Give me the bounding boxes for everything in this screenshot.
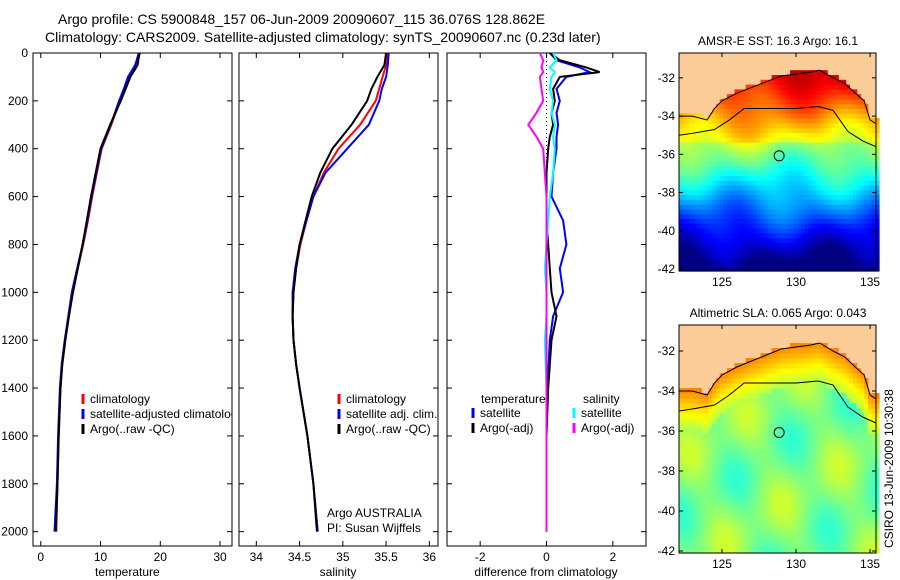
legend-label: satellite adj. clim.: [346, 407, 437, 421]
x-tick-label: 35: [336, 550, 350, 564]
x-tick-label: 10: [94, 550, 108, 564]
figure-title-line1: Argo profile: CS 5900848_157 06-Jun-2009…: [58, 11, 545, 27]
coastline: [679, 342, 877, 400]
lat-tick-label: -38: [658, 186, 676, 200]
series-line-temperature-argo-adj-: [545, 52, 600, 532]
legend-label: satellite-adjusted climatology: [90, 407, 243, 421]
figure-title-line2: Climatology: CARS2009. Satellite-adjuste…: [45, 29, 601, 45]
legend-label: climatology: [346, 392, 406, 406]
lat-tick-label: -38: [658, 464, 676, 478]
plot-frame: [238, 52, 439, 547]
lat-tick-label: -34: [658, 109, 676, 123]
lat-tick-label: -34: [658, 384, 676, 398]
lat-tick-label: -36: [658, 147, 676, 161]
legend-sal-argo-label: Argo(-adj): [581, 421, 634, 435]
x-tick-label: 34: [250, 550, 264, 564]
lon-tick-label: 125: [712, 275, 732, 289]
pi-label: PI: Susan Wijffels: [327, 521, 421, 535]
depth-tick-label: 400: [8, 142, 28, 156]
lat-tick-label: -42: [658, 262, 676, 276]
depth-tick-label: 2000: [1, 525, 28, 539]
profile-location-marker: [773, 427, 785, 439]
sla-map-panel: 125 130 135 -32 -34 -36 -38 -40 -42: [658, 324, 880, 571]
lon-tick-label: 125: [712, 557, 732, 571]
depth-tick-label: 0: [21, 46, 28, 60]
x-tick-label: 34.5: [288, 550, 312, 564]
map-raster: [679, 325, 880, 554]
map-raster: [679, 53, 880, 272]
lat-tick-label: -32: [658, 71, 676, 85]
lat-tick-label: -40: [658, 504, 676, 518]
series-line-argo-raw-qc-: [291, 52, 388, 532]
depth-tick-label: 1000: [1, 285, 28, 299]
legend-label: climatology: [90, 392, 150, 406]
x-tick-label: 36: [423, 550, 437, 564]
depth-tick-label: 1400: [1, 381, 28, 395]
salinity-xlabel: salinity: [320, 565, 357, 579]
lat-tick-label: -36: [658, 424, 676, 438]
depth-tick-label: 1200: [1, 333, 28, 347]
legend-salinity-header: salinity: [583, 392, 620, 406]
lat-tick-label: -40: [658, 224, 676, 238]
series-line-argo-raw-qc-: [54, 52, 141, 532]
depth-tick-label: 1600: [1, 429, 28, 443]
temperature-xlabel: temperature: [95, 565, 160, 579]
depth-tick-label: 800: [8, 237, 28, 251]
plot-frame: [32, 52, 233, 547]
x-tick-label: -2: [475, 550, 486, 564]
x-tick-label: 0: [543, 550, 550, 564]
sst-map-panel: 125 130 135 -32 -34 -36 -38 -40 -42: [658, 52, 880, 289]
difference-xlabel: difference from climatology: [474, 565, 617, 579]
x-tick-label: 0: [37, 550, 44, 564]
depth-tick-label: 1800: [1, 477, 28, 491]
coastline: [679, 69, 877, 125]
legend-temp-satellite-label: satellite: [480, 406, 521, 420]
lon-tick-label: 135: [860, 557, 880, 571]
contour-line: [678, 106, 877, 148]
map-frame: [678, 324, 877, 554]
map-frame: [678, 52, 877, 272]
x-tick-label: 20: [154, 550, 168, 564]
depth-tick-label: 200: [8, 94, 28, 108]
legend-temp-argo-label: Argo(-adj): [480, 421, 533, 435]
x-tick-label: 30: [213, 550, 227, 564]
lon-tick-label: 130: [786, 275, 806, 289]
x-tick-label: 2: [609, 550, 616, 564]
legend-temperature-header: temperature: [481, 392, 546, 406]
x-tick-label: 35.5: [374, 550, 398, 564]
legend-label: Argo(..raw -QC): [90, 422, 175, 436]
lat-tick-label: -42: [658, 544, 676, 558]
sst-map-title: AMSR-E SST: 16.3 Argo: 16.1: [698, 34, 858, 48]
sla-map-title: Altimetric SLA: 0.065 Argo: 0.043: [690, 306, 867, 320]
contour-line: [678, 380, 877, 424]
series-line-salinity-argo-adj-: [527, 52, 548, 532]
temperature-panel: 0 200 400 600 800 1000 1200 1400 1600 1800 2000 0 10…: [1, 46, 243, 564]
legend-label: Argo(..raw -QC): [346, 422, 431, 436]
footer-timestamp: CSIRO 13-Jun-2009 10:30:38: [882, 389, 896, 548]
legend-sal-satellite-label: satellite: [581, 406, 622, 420]
lon-tick-label: 135: [860, 275, 880, 289]
profile-location-marker: [773, 150, 785, 162]
depth-tick-label: 600: [8, 190, 28, 204]
lat-tick-label: -32: [658, 344, 676, 358]
lon-tick-label: 130: [786, 557, 806, 571]
argo-australia-label: Argo AUSTRALIA: [327, 506, 422, 520]
